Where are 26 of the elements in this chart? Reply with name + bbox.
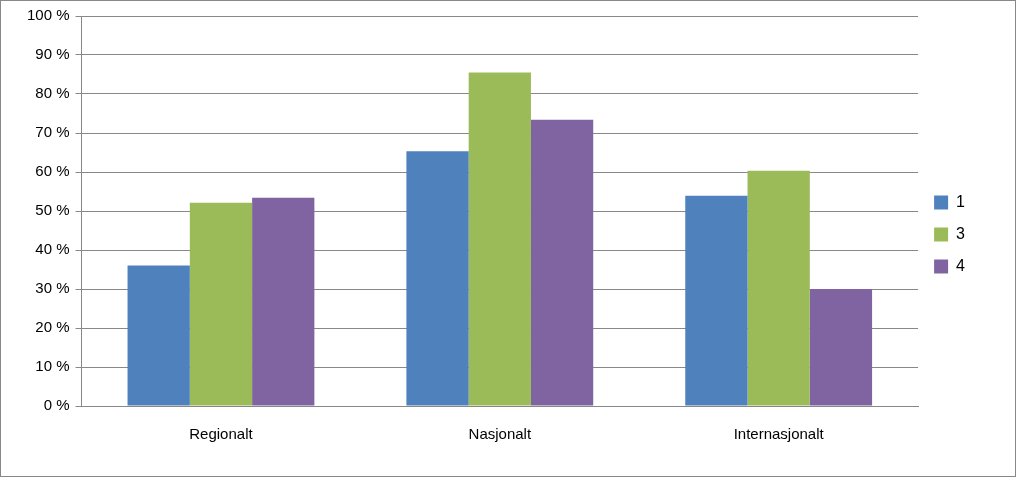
y-tick-label: 100 %: [26, 6, 70, 24]
legend-label: 4: [956, 256, 966, 274]
bar: [468, 72, 531, 406]
legend-label: 1: [956, 192, 966, 210]
bar: [530, 119, 594, 406]
y-tick-label: 60 %: [35, 162, 70, 180]
y-tick-label: 10 %: [35, 357, 70, 375]
y-tick-label: 90 %: [35, 45, 70, 63]
y-tick-label: 40 %: [35, 240, 70, 258]
bar: [406, 151, 469, 406]
x-tick-label: Regionalt: [189, 425, 254, 443]
bar: [189, 202, 253, 406]
y-tick-label: 50 %: [35, 201, 70, 219]
bar: [685, 195, 748, 406]
bar: [747, 170, 810, 406]
y-tick-label: 70 %: [35, 123, 70, 141]
y-tick-label: 0 %: [43, 396, 70, 414]
bar: [252, 197, 315, 406]
bar: [809, 289, 873, 406]
x-tick-label: Nasjonalt: [468, 425, 532, 443]
bar: [127, 265, 190, 406]
y-tick-label: 20 %: [35, 318, 70, 336]
y-tick-label: 80 %: [35, 84, 70, 102]
legend-label: 3: [956, 224, 966, 242]
x-tick-label: Internasjonalt: [733, 425, 825, 443]
y-tick-label: 30 %: [35, 279, 70, 297]
